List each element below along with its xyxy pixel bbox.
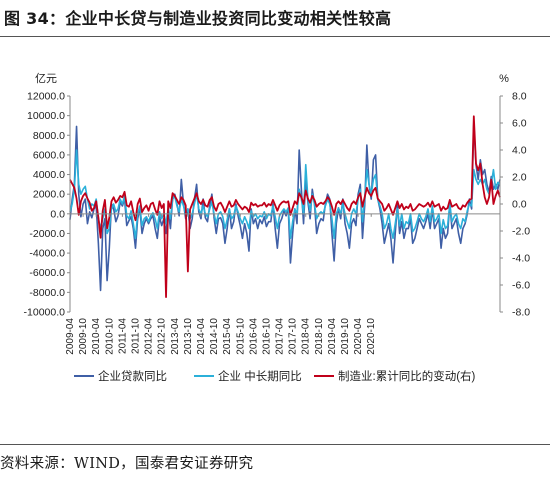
right-tick-label: -2.0 bbox=[512, 226, 530, 238]
series-layer bbox=[69, 115, 501, 299]
left-tick-label: -6000.0 bbox=[29, 267, 65, 279]
figure-title: 图 34：企业中长贷与制造业投资同比变动相关性较高 bbox=[4, 9, 392, 28]
legend-label: 制造业:累计同比的变动(右) bbox=[338, 369, 476, 383]
x-tick-label: 2009-10 bbox=[78, 318, 89, 355]
x-tick-label: 2012-10 bbox=[157, 318, 168, 355]
right-tick-label: -4.0 bbox=[512, 253, 530, 265]
x-tick-label: 2017-04 bbox=[275, 318, 286, 355]
right-tick-label: 4.0 bbox=[512, 145, 527, 157]
left-tick-label: 8000.0 bbox=[33, 130, 65, 142]
left-tick-label: -10000.0 bbox=[24, 307, 66, 319]
legend-label: 企业 中长期同比 bbox=[218, 369, 302, 383]
left-tick-label: -8000.0 bbox=[29, 287, 65, 299]
left-tick-label: 0.0 bbox=[50, 208, 65, 220]
right-tick-label: 2.0 bbox=[512, 172, 527, 184]
left-tick-label: 4000.0 bbox=[33, 169, 65, 181]
left-tick-label: -2000.0 bbox=[29, 228, 65, 240]
x-tick-label: 2013-10 bbox=[183, 318, 194, 355]
legend-label: 企业贷款同比 bbox=[98, 369, 167, 383]
x-tick-label: 2019-10 bbox=[340, 318, 351, 355]
bottom-rule bbox=[0, 444, 550, 445]
series-line-manufacturing bbox=[69, 115, 501, 299]
left-tick-label: 12000.0 bbox=[27, 91, 65, 103]
right-tick-label: 6.0 bbox=[512, 118, 527, 130]
left-tick-label: 6000.0 bbox=[33, 149, 65, 161]
right-tick-label: -6.0 bbox=[512, 280, 530, 292]
x-tick-label: 2017-10 bbox=[288, 318, 299, 355]
series-line-mid-long-term bbox=[69, 149, 501, 240]
left-tick-label: 2000.0 bbox=[33, 189, 65, 201]
x-tick-label: 2009-04 bbox=[65, 318, 76, 355]
x-tick-label: 2010-04 bbox=[91, 318, 102, 355]
left-tick-label: 10000.0 bbox=[27, 110, 65, 122]
x-tick-label: 2019-04 bbox=[327, 318, 338, 355]
left-tick-label: -4000.0 bbox=[29, 248, 65, 260]
x-tick-label: 2011-04 bbox=[117, 318, 128, 354]
x-tick-label: 2020-04 bbox=[353, 318, 364, 355]
legend: 企业贷款同比 企业 中长期同比 制造业:累计同比的变动(右) bbox=[74, 369, 476, 383]
x-tick-label: 2015-04 bbox=[222, 318, 233, 355]
x-tick-label: 2016-10 bbox=[261, 318, 272, 355]
figure-title-bar: 图 34：企业中长贷与制造业投资同比变动相关性较高 bbox=[0, 0, 550, 34]
right-axis-unit: % bbox=[499, 73, 509, 85]
axes: 12000.0 10000.0 8000.0 6000.0 4000.0 2000.0 0.… bbox=[24, 72, 531, 355]
x-tick-label: 2016-04 bbox=[248, 318, 259, 355]
right-tick-label: 0.0 bbox=[512, 199, 527, 211]
source-note: 资料来源：WIND，国泰君安证券研究 bbox=[0, 456, 254, 472]
x-tick-label: 2018-04 bbox=[301, 318, 312, 355]
left-axis-unit: 亿元 bbox=[35, 72, 57, 85]
right-tick-label: 8.0 bbox=[512, 91, 527, 103]
x-tick-label: 2012-04 bbox=[144, 318, 155, 355]
top-rule bbox=[0, 36, 550, 37]
x-tick-label: 2014-10 bbox=[209, 318, 220, 355]
x-tick-label: 2010-10 bbox=[104, 318, 115, 355]
x-tick-label: 2014-04 bbox=[196, 318, 207, 355]
x-tick-label: 2013-04 bbox=[170, 318, 181, 355]
right-tick-label: -8.0 bbox=[512, 307, 530, 319]
x-tick-label: 2020-10 bbox=[366, 318, 377, 355]
x-tick-label: 2011-10 bbox=[130, 318, 141, 354]
line-chart: 12000.0 10000.0 8000.0 6000.0 4000.0 2000.0 0.… bbox=[24, 72, 531, 383]
x-tick-label: 2018-10 bbox=[314, 318, 325, 355]
x-tick-label: 2015-10 bbox=[235, 318, 246, 355]
